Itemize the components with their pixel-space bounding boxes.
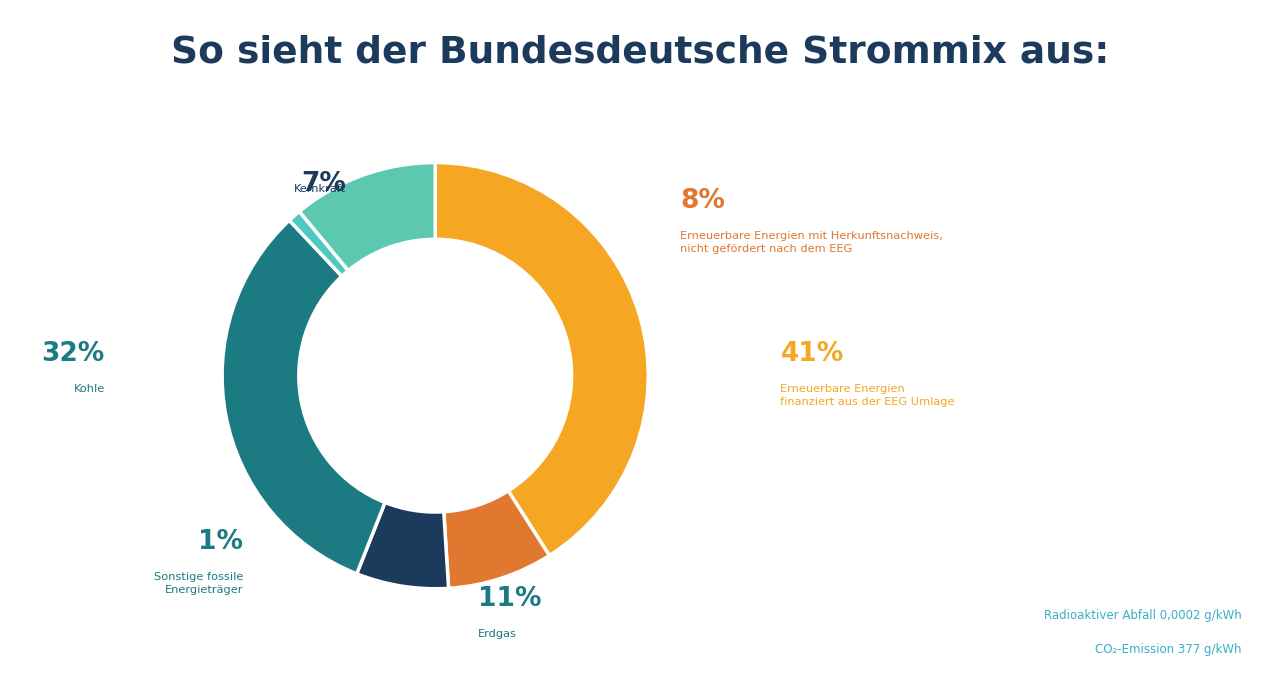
Text: 8%: 8%	[680, 188, 726, 214]
Text: Erdgas: Erdgas	[477, 629, 517, 639]
Text: CO₂-Emission 377 g/kWh: CO₂-Emission 377 g/kWh	[1096, 643, 1242, 656]
Wedge shape	[223, 221, 385, 574]
Text: 32%: 32%	[42, 342, 105, 367]
Text: Radioaktiver Abfall 0,0002 g/kWh: Radioaktiver Abfall 0,0002 g/kWh	[1044, 609, 1242, 622]
Text: Erneuerbare Energien mit Herkunftsnachweis,
nicht gefördert nach dem EEG: Erneuerbare Energien mit Herkunftsnachwe…	[680, 231, 943, 254]
Wedge shape	[357, 503, 448, 589]
Text: 1%: 1%	[198, 529, 243, 555]
Text: 11%: 11%	[477, 587, 541, 613]
Text: So sieht der Bundesdeutsche Strommix aus:: So sieht der Bundesdeutsche Strommix aus…	[170, 34, 1110, 70]
Text: Sonstige fossile
Energieträger: Sonstige fossile Energieträger	[154, 572, 243, 595]
Wedge shape	[300, 163, 435, 270]
Wedge shape	[444, 491, 549, 588]
Wedge shape	[435, 163, 648, 555]
Text: Kernkraft: Kernkraft	[293, 184, 346, 194]
Text: 41%: 41%	[781, 342, 844, 367]
Text: Kohle: Kohle	[74, 384, 105, 394]
Wedge shape	[289, 212, 348, 276]
Text: Erneuerbare Energien
finanziert aus der EEG Umlage: Erneuerbare Energien finanziert aus der …	[781, 384, 955, 407]
Text: 7%: 7%	[301, 171, 346, 197]
